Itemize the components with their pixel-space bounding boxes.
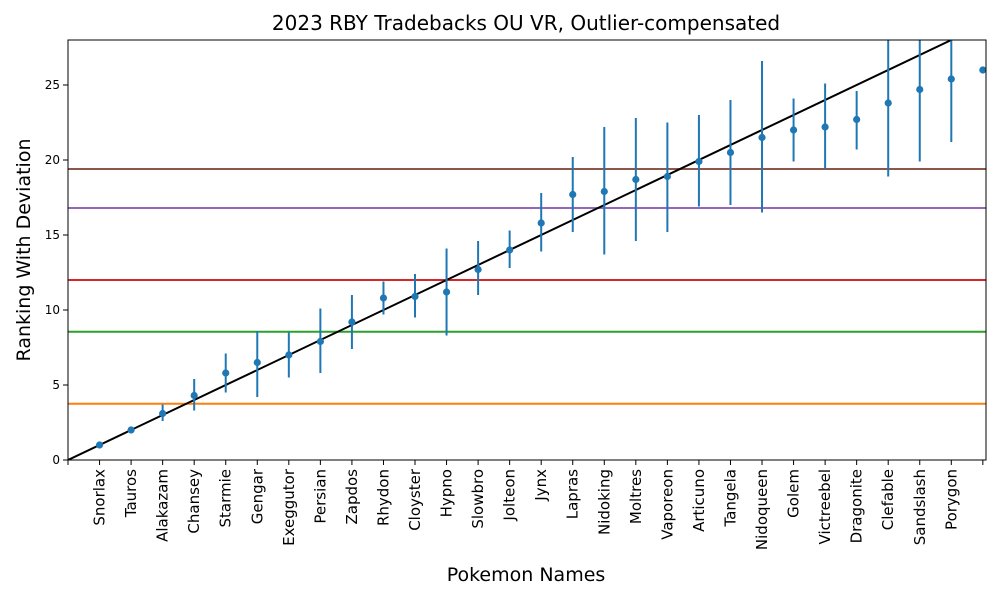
x-tick-label-tauros: Tauros bbox=[122, 469, 140, 518]
data-point-6 bbox=[253, 358, 261, 367]
x-tick-label-vaporeon: Vaporeon bbox=[658, 469, 676, 540]
x-tick-label-nidoqueen: Nidoqueen bbox=[753, 469, 771, 550]
x-axis-label: Pokemon Names bbox=[447, 564, 606, 586]
x-tick-label-articuno: Articuno bbox=[690, 469, 708, 532]
data-point-24 bbox=[821, 123, 829, 131]
data-point-29 bbox=[979, 66, 986, 74]
x-tick-label-jolteon: Jolteon bbox=[501, 469, 519, 522]
data-point-4 bbox=[190, 391, 198, 400]
y-tick-label-20: 20 bbox=[45, 153, 60, 167]
x-tick-label-starmie: Starmie bbox=[217, 469, 235, 528]
data-point-7 bbox=[285, 351, 293, 359]
x-tick-label-persian: Persian bbox=[311, 469, 329, 524]
x-tick-label-sandslash: Sandslash bbox=[911, 469, 929, 545]
data-point-20 bbox=[695, 157, 703, 166]
y-tick-label-10: 10 bbox=[45, 303, 60, 317]
data-point-19 bbox=[663, 172, 671, 181]
data-point-17 bbox=[600, 187, 608, 196]
data-point-25 bbox=[853, 115, 861, 124]
plot-area: 0 5 10 15 20 25 Snorlax Tauros Alakazam Chansey St… bbox=[45, 39, 987, 550]
data-point-27 bbox=[916, 85, 924, 94]
x-tick-label-rhydon: Rhydon bbox=[374, 469, 392, 526]
x-tick-label-alakazam: Alakazam bbox=[154, 469, 172, 542]
x-tick-label-clefable: Clefable bbox=[879, 469, 897, 530]
data-point-12 bbox=[442, 288, 451, 296]
y-axis-label: Ranking With Deviation bbox=[13, 139, 35, 362]
x-tick-label-victreebel: Victreebel bbox=[816, 469, 834, 544]
data-point-23 bbox=[789, 126, 798, 134]
x-tick-label-snorlax: Snorlax bbox=[91, 469, 109, 526]
data-point-18 bbox=[632, 175, 640, 184]
x-tick-label-exeggutor: Exeggutor bbox=[280, 468, 298, 546]
data-point-8 bbox=[316, 337, 324, 346]
y-tick-label-25: 25 bbox=[45, 78, 60, 92]
data-point-14 bbox=[506, 246, 514, 254]
data-point-15 bbox=[537, 219, 545, 227]
x-tick-label-dragonite: Dragonite bbox=[848, 469, 866, 543]
data-point-9 bbox=[348, 318, 356, 326]
x-tick-label-zapdos: Zapdos bbox=[343, 469, 361, 525]
x-tick-label-golem: Golem bbox=[785, 469, 803, 518]
x-tick-label-hypno: Hypno bbox=[438, 469, 456, 517]
data-point-16 bbox=[569, 190, 577, 199]
x-tick-label-chansey: Chansey bbox=[185, 469, 203, 534]
chart-title: 2023 RBY Tradebacks OU VR, Outlier-compe… bbox=[272, 11, 780, 35]
x-tick-label-slowbro: Slowbro bbox=[469, 469, 487, 529]
data-point-28 bbox=[947, 75, 955, 83]
data-point-22 bbox=[758, 133, 766, 142]
x-tick-label-nidoking: Nidoking bbox=[595, 469, 613, 535]
data-point-10 bbox=[379, 294, 388, 302]
x-tick-label-porygon: Porygon bbox=[942, 469, 960, 530]
data-point-2 bbox=[127, 426, 135, 434]
x-tick-label-cloyster: Cloyster bbox=[406, 468, 424, 531]
data-point-5 bbox=[222, 369, 230, 377]
x-tick-label-tangela: Tangela bbox=[721, 469, 739, 528]
y-tick-label-5: 5 bbox=[52, 378, 60, 392]
x-tick-label-lapras: Lapras bbox=[564, 469, 582, 519]
data-point-26 bbox=[884, 99, 892, 107]
data-point-13 bbox=[474, 265, 482, 274]
x-tick-label-jynx: Jynx bbox=[532, 469, 550, 502]
data-point-1 bbox=[95, 441, 104, 449]
data-point-3 bbox=[159, 409, 167, 418]
axes-frame bbox=[67, 39, 987, 461]
y-tick-label-15: 15 bbox=[45, 228, 60, 242]
x-tick-label-gengar: Gengar bbox=[248, 468, 266, 524]
data-point-21 bbox=[726, 148, 735, 157]
plot-clipped-group bbox=[68, 40, 986, 460]
y-tick-label-0: 0 bbox=[52, 453, 60, 467]
data-point-11 bbox=[411, 292, 419, 301]
x-tick-label-moltres: Moltres bbox=[627, 469, 645, 524]
